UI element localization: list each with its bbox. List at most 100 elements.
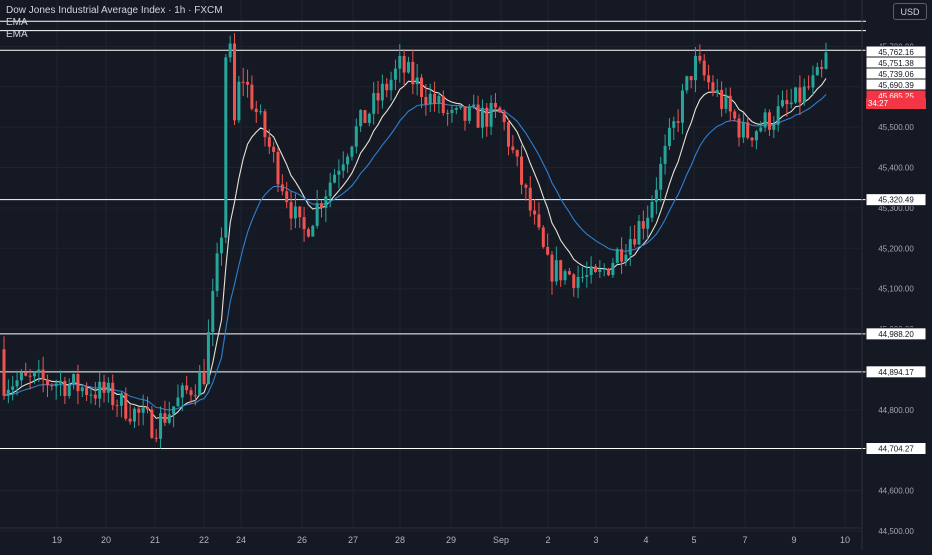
candle-body — [702, 60, 706, 76]
candle-body — [611, 262, 615, 276]
price-tick-label: 45,200.00 — [878, 244, 914, 253]
candle-body — [750, 137, 754, 141]
candle-body — [189, 390, 193, 396]
candle-body — [620, 249, 624, 262]
candle-body — [520, 156, 524, 185]
candle-body — [507, 122, 511, 147]
current-price-label: 45,685.25 — [878, 92, 914, 101]
time-tick-label: 19 — [52, 535, 62, 545]
candle-body — [385, 83, 389, 91]
candle-body — [41, 369, 45, 380]
candle-body — [28, 375, 32, 377]
top-level-label: 45,762.16 — [878, 48, 914, 57]
candle-body — [306, 229, 310, 237]
candle-body — [737, 118, 741, 138]
candle-body — [607, 268, 611, 276]
candle-body — [720, 89, 724, 109]
candle-body — [528, 187, 532, 211]
symbol-title[interactable]: Dow Jones Industrial Average Index · 1h … — [6, 5, 223, 16]
candle-body — [354, 126, 358, 147]
candle-body — [293, 206, 297, 219]
candle-body — [641, 221, 645, 229]
candle-body — [689, 76, 693, 81]
ema-legend-fast[interactable]: EMA — [6, 17, 28, 28]
price-axis[interactable]: 44,500.0044,600.0044,700.0044,800.0044,9… — [861, 0, 927, 550]
candle-body — [285, 191, 289, 203]
candle-body — [202, 372, 206, 384]
candle-body — [159, 413, 163, 439]
candle-body — [72, 374, 76, 385]
time-tick-label: 9 — [791, 535, 796, 545]
level-price-box — [865, 365, 927, 379]
candle-body — [111, 382, 115, 406]
currency-button[interactable]: USD — [893, 3, 927, 20]
candle-body — [324, 196, 328, 208]
candle-body — [615, 249, 619, 263]
time-tick-label: 28 — [395, 535, 405, 545]
price-tick-label: 45,300.00 — [878, 204, 914, 213]
level-price-label: 44,894.17 — [878, 368, 914, 377]
candle-body — [315, 203, 319, 226]
candle-body — [376, 93, 380, 101]
candle-body — [694, 55, 698, 81]
candle-body — [459, 106, 463, 108]
candle-body — [393, 68, 397, 80]
price-tick-label: 44,800.00 — [878, 406, 914, 415]
candle-body — [493, 102, 497, 108]
candle-body — [328, 182, 332, 197]
candle-body — [15, 380, 19, 387]
candle-body — [172, 406, 176, 415]
candle-body — [424, 97, 428, 105]
candle-body — [789, 102, 793, 105]
candle-body — [637, 221, 641, 245]
candle-body — [563, 271, 567, 281]
candle-body — [272, 146, 276, 152]
ema-legend-slow[interactable]: EMA — [6, 29, 28, 40]
candle-body — [146, 407, 150, 410]
candle-body — [106, 382, 110, 393]
countdown-box — [866, 98, 926, 109]
candle-body — [541, 227, 545, 247]
candle-body — [193, 395, 197, 397]
candle-body — [754, 131, 758, 141]
candle-body — [128, 418, 132, 422]
candle-body — [402, 56, 406, 73]
candle-body — [76, 374, 80, 392]
candle-body — [698, 55, 702, 61]
time-tick-label: 29 — [446, 535, 456, 545]
candle-body — [815, 67, 819, 76]
candle-body — [19, 372, 23, 381]
candle-body — [759, 127, 763, 132]
candle-body — [533, 210, 537, 215]
candle-body — [80, 387, 84, 392]
candle-body — [781, 100, 785, 107]
candle-body — [198, 372, 202, 396]
candle-body — [63, 380, 67, 397]
candle-body — [276, 151, 280, 185]
level-price-label: 44,988.20 — [878, 330, 914, 339]
time-tick-label: 7 — [742, 535, 747, 545]
candle-body — [715, 89, 719, 93]
candle-body — [32, 372, 36, 377]
candle-body — [98, 381, 102, 399]
level-price-box — [865, 327, 927, 341]
time-tick-label: 4 — [643, 535, 648, 545]
candle-body — [437, 96, 441, 104]
candle-body — [650, 201, 654, 218]
candle-body — [724, 95, 728, 109]
candle-body — [807, 86, 811, 88]
candle-body — [463, 106, 467, 121]
price-tick-label: 44,600.00 — [878, 487, 914, 496]
time-axis[interactable]: 19 20 21 22 24 26 27 28 29 Sep 2 3 4 5 7 9 10 — [0, 527, 862, 545]
time-tick-label: 5 — [691, 535, 696, 545]
candle-body — [389, 79, 393, 91]
candle-body — [150, 409, 154, 438]
candle-body — [233, 43, 237, 121]
candle-body — [567, 271, 571, 275]
candle-body — [350, 146, 354, 157]
candle-body — [89, 394, 93, 396]
price-tick-label: 44,500.00 — [878, 527, 914, 536]
candle-body — [311, 225, 315, 237]
